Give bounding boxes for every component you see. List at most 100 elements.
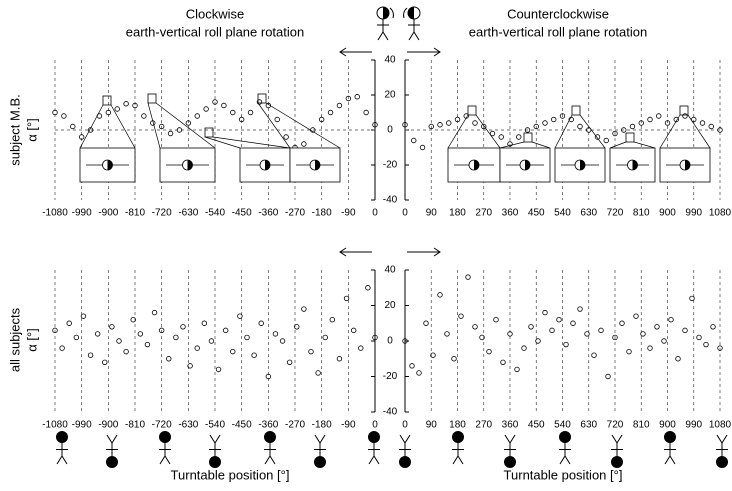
data-point bbox=[73, 334, 80, 341]
y-axis-label: α [°] bbox=[24, 328, 39, 352]
data-point bbox=[514, 366, 520, 373]
figure-head bbox=[56, 431, 68, 443]
data-point bbox=[244, 334, 250, 341]
inset bbox=[499, 132, 551, 183]
data-point bbox=[318, 116, 325, 123]
data-point bbox=[194, 113, 200, 119]
data-point bbox=[61, 113, 67, 119]
y-axis-label: subject M.B. bbox=[7, 94, 22, 166]
data-point bbox=[472, 120, 478, 126]
data-point bbox=[132, 102, 138, 109]
x-tick-label: -1080 bbox=[42, 420, 68, 431]
data-point bbox=[343, 295, 350, 302]
data-point bbox=[52, 109, 58, 116]
panel-title: Counterclockwise bbox=[507, 6, 609, 21]
figure-head bbox=[368, 431, 380, 443]
x-tick-label: -990 bbox=[72, 208, 92, 219]
inset-lead bbox=[609, 141, 656, 149]
data-point bbox=[301, 141, 307, 147]
data-point bbox=[507, 141, 513, 147]
y-tick-label: 0 bbox=[387, 336, 393, 347]
data-point bbox=[521, 345, 527, 351]
x-tick-label: 0 bbox=[402, 420, 408, 431]
data-point bbox=[78, 134, 85, 140]
stick-figure bbox=[716, 434, 728, 468]
stick-figure bbox=[368, 431, 380, 465]
x-tick-label: 900 bbox=[659, 420, 676, 431]
data-point bbox=[176, 127, 183, 133]
y-tick-label: 20 bbox=[384, 300, 396, 311]
data-point bbox=[166, 356, 172, 362]
x-tick-label: -990 bbox=[72, 420, 92, 431]
data-point bbox=[682, 327, 688, 334]
x-tick-label: 360 bbox=[502, 420, 519, 431]
data-point bbox=[696, 334, 702, 341]
data-point bbox=[430, 352, 436, 358]
data-point bbox=[647, 116, 653, 123]
inset bbox=[659, 105, 711, 183]
inset-head-fill bbox=[474, 160, 479, 170]
figure-body bbox=[56, 443, 68, 465]
data-point bbox=[612, 130, 618, 137]
data-point bbox=[402, 122, 408, 128]
x-tick-label: 720 bbox=[607, 208, 624, 219]
x-tick-label: 990 bbox=[685, 208, 702, 219]
inset-marker bbox=[571, 105, 581, 116]
data-point bbox=[158, 123, 165, 130]
figure-head bbox=[314, 456, 326, 468]
figure-head bbox=[504, 456, 516, 468]
y-tick-label: 0 bbox=[387, 125, 393, 136]
y-axis-label: α [°] bbox=[24, 118, 39, 142]
data-point bbox=[598, 327, 604, 334]
data-point bbox=[212, 99, 218, 105]
x-tick-label: 450 bbox=[528, 420, 545, 431]
data-point bbox=[301, 306, 307, 312]
x-tick-label: -1080 bbox=[42, 208, 68, 219]
data-point bbox=[80, 313, 87, 319]
x-tick-label: 630 bbox=[580, 208, 597, 219]
figure-body bbox=[399, 434, 411, 456]
inset-lead bbox=[447, 114, 501, 149]
data-point bbox=[621, 127, 627, 133]
inset-lead bbox=[204, 136, 291, 149]
data-point bbox=[419, 144, 426, 151]
x-tick-label: 630 bbox=[580, 420, 597, 431]
inset-marker bbox=[625, 132, 635, 143]
x-tick-label: -630 bbox=[178, 208, 198, 219]
data-point bbox=[151, 309, 158, 316]
data-point bbox=[559, 113, 566, 119]
inset-marker bbox=[204, 127, 214, 138]
data-point bbox=[668, 317, 674, 323]
panel-subtitle: earth-vertical roll plane rotation bbox=[126, 24, 304, 39]
figure-head bbox=[209, 456, 221, 468]
data-point bbox=[336, 356, 343, 362]
x-axis-label: Turntable position [°] bbox=[504, 467, 623, 482]
data-point bbox=[256, 99, 263, 105]
inset bbox=[204, 127, 291, 183]
data-point bbox=[654, 324, 660, 330]
inset-head-fill bbox=[265, 160, 270, 170]
data-point bbox=[451, 356, 457, 362]
inset bbox=[554, 105, 606, 183]
data-point bbox=[416, 370, 422, 376]
data-point bbox=[372, 122, 378, 128]
data-point bbox=[230, 109, 236, 116]
inset-marker bbox=[679, 105, 689, 116]
x-tick-label: 360 bbox=[502, 208, 519, 219]
x-tick-label: 0 bbox=[402, 208, 408, 219]
data-point bbox=[279, 338, 286, 344]
data-point bbox=[272, 331, 279, 337]
figure-body bbox=[368, 443, 380, 465]
inset-marker bbox=[467, 105, 477, 116]
data-point bbox=[286, 359, 293, 365]
data-point bbox=[570, 320, 576, 326]
x-tick-label: 810 bbox=[633, 208, 650, 219]
inset-head-fill bbox=[580, 160, 585, 170]
data-point bbox=[329, 317, 336, 323]
data-point bbox=[603, 137, 609, 144]
x-tick-label: -630 bbox=[178, 420, 198, 431]
data-point bbox=[629, 123, 636, 130]
figure-head bbox=[106, 456, 118, 468]
figure-body bbox=[716, 434, 728, 456]
data-point bbox=[549, 327, 555, 334]
